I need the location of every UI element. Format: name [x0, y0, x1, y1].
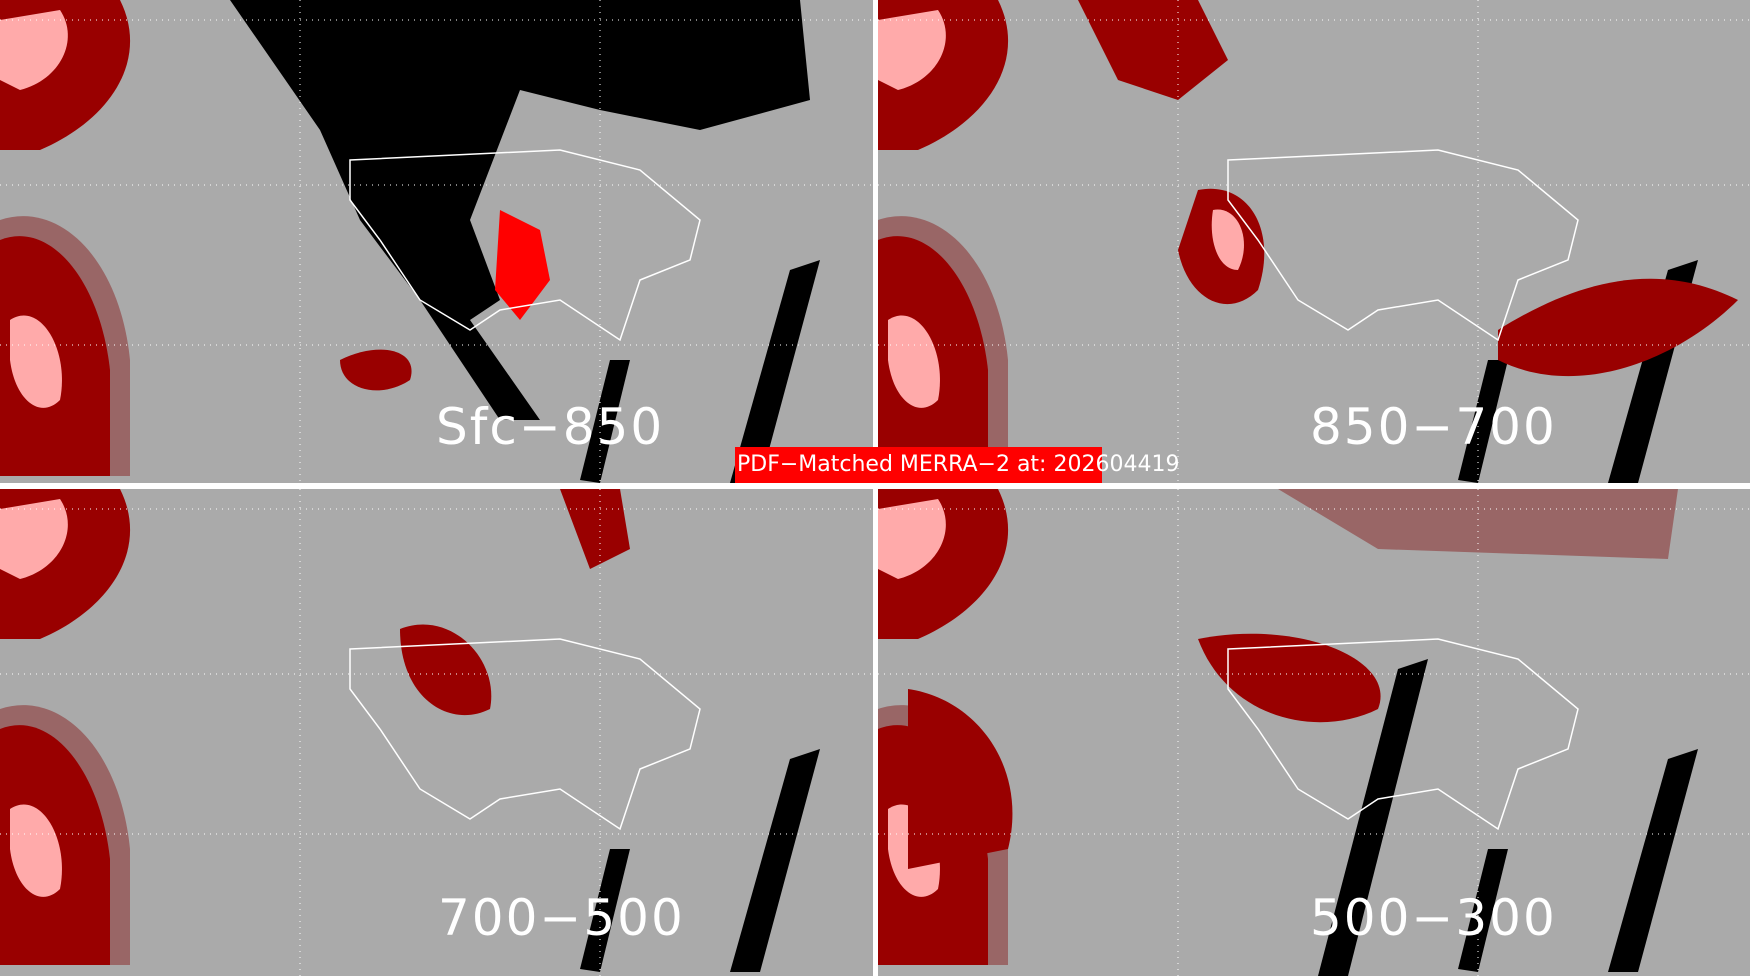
title-box — [735, 447, 1102, 483]
moisture-region — [580, 849, 630, 972]
moisture-region — [1198, 633, 1381, 723]
panel-850-700: 850−700 — [878, 0, 1750, 483]
no-data-region — [230, 0, 810, 420]
moisture-region — [0, 10, 68, 90]
moisture-region — [888, 315, 940, 408]
moisture-region — [0, 499, 68, 579]
map-layer — [878, 489, 1750, 976]
moisture-region — [560, 489, 630, 569]
panel-label: 850−700 — [1310, 398, 1557, 456]
moisture-region — [400, 624, 492, 716]
coastline — [1227, 638, 1579, 831]
coastline — [349, 149, 701, 342]
moisture-region — [340, 349, 412, 391]
figure-title: PDF−Matched MERRA−2 at: 202604419 — [735, 447, 1179, 483]
moisture-region — [730, 749, 820, 972]
moisture-region — [1278, 489, 1678, 559]
map-layer — [0, 489, 873, 976]
moisture-region — [1211, 209, 1244, 270]
panel-700-500: 700−500 — [0, 489, 873, 976]
moisture-region — [878, 10, 946, 90]
title-text: PDF−Matched MERRA−2 at: 202604419 — [737, 452, 1180, 477]
moisture-region — [1458, 360, 1508, 483]
panel-500-300: 500−300 — [878, 489, 1750, 976]
coastline — [349, 638, 701, 831]
moisture-region — [495, 210, 550, 320]
no-data-region — [1318, 659, 1428, 976]
coastline — [1227, 149, 1579, 342]
moisture-region — [580, 360, 630, 483]
moisture-region — [1608, 749, 1698, 972]
moisture-region — [1078, 0, 1228, 100]
moisture-region — [10, 315, 62, 408]
map-layer — [0, 0, 873, 483]
panel-label: 700−500 — [438, 889, 685, 947]
map-layer — [878, 0, 1750, 483]
moisture-region — [1498, 278, 1738, 377]
moisture-region — [908, 689, 1013, 869]
moisture-region — [10, 804, 62, 897]
moisture-region — [878, 499, 946, 579]
panel-sfc-850: Sfc−850 — [0, 0, 873, 483]
moisture-region — [1458, 849, 1508, 972]
panel-label: Sfc−850 — [436, 398, 665, 456]
moisture-region — [730, 260, 820, 483]
panel-label: 500−300 — [1310, 889, 1557, 947]
